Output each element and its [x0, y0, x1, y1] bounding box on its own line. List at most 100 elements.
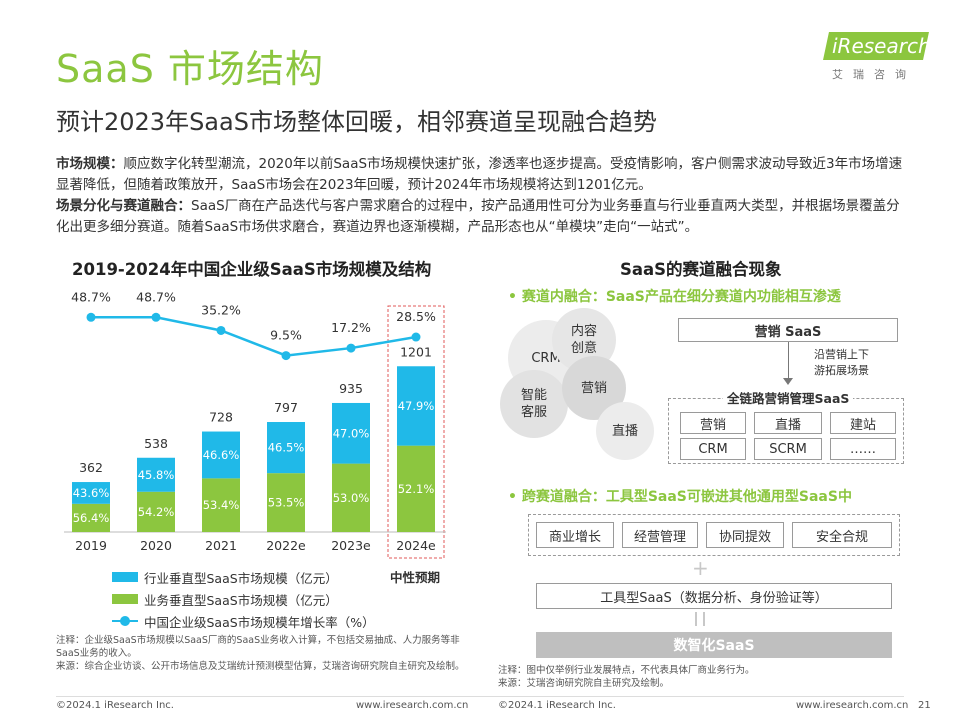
label-industry-share-2019: 43.6%	[73, 486, 110, 500]
label-business-share-2024e: 52.1%	[398, 482, 435, 496]
logo-text: iResearch	[832, 34, 931, 58]
general-item-operation: 经营管理	[622, 522, 698, 548]
chain-item-marketing: 营销	[680, 412, 746, 434]
legend-swatch-business	[112, 594, 138, 604]
bar-industry-2022e	[267, 422, 305, 474]
section-intra-track: • 赛道内融合：SaaS产品在细分赛道内功能相互渗透	[508, 289, 841, 305]
bar-business-2024e	[397, 445, 435, 532]
plus-icon: +	[692, 556, 709, 580]
bubble-service: 智能 客服	[500, 370, 568, 438]
label-industry-share-2023e: 47.0%	[333, 426, 370, 440]
page-subtitle: 预计2023年SaaS市场整体回暖，相邻赛道呈现融合趋势	[56, 108, 657, 136]
legend-item-industry: 行业垂直型SaaS市场规模（亿元）	[112, 566, 375, 588]
bar-industry-2020	[137, 457, 175, 492]
label-business-share-2021: 53.4%	[203, 498, 240, 512]
bar-business-2021	[202, 478, 240, 532]
growth-point-2019	[86, 312, 96, 322]
forecast-label: 中性预期	[390, 570, 441, 585]
left-notes: 注释：企业级SaaS市场规模以SaaS厂商的SaaS业务收入计算，不包括交易抽成…	[56, 634, 476, 673]
tick-label-2023e: 2023e	[331, 538, 371, 553]
bubble-marketing-label: 营销	[580, 380, 607, 396]
legend-item-growth: 中国企业级SaaS市场规模年增长率（%）	[112, 610, 375, 632]
intro-body-2: SaaS厂商在产品迭代与客户需求磨合的过程中，按产品通用性可分为业务垂直与行业垂…	[56, 198, 900, 235]
bar-business-2022e	[267, 473, 305, 532]
growth-label-2022e: 9.5%	[270, 328, 302, 343]
page-title: SaaS 市场结构	[56, 47, 324, 91]
intro-paragraph-1: 市场规模：顺应数字化转型潮流，2020年以前SaaS市场规模快速扩张，渗透率也逐…	[56, 154, 906, 196]
legend-swatch-growth	[112, 616, 138, 626]
bar-industry-2024e	[397, 366, 435, 446]
footer-url-right: www.iresearch.com.cn	[796, 700, 909, 711]
left-source-line: 来源：综合企业访谈、公开市场信息及艾瑞统计预测模型估算，艾瑞咨询研究院自主研究及…	[56, 661, 465, 672]
bar-business-2023e	[332, 463, 370, 532]
tick-label-2022e: 2022e	[266, 538, 306, 553]
bubble-crm-label: CRM	[531, 350, 561, 366]
label-industry-share-2021: 46.6%	[203, 448, 240, 462]
label-industry-share-2024e: 47.9%	[398, 399, 435, 413]
legend-swatch-industry	[112, 572, 138, 582]
chain-item-scrm: SCRM	[754, 438, 822, 460]
chain-item-more: ……	[830, 438, 896, 460]
label-industry-share-2022e: 46.5%	[268, 441, 305, 455]
growth-label-2020: 48.7%	[136, 289, 176, 304]
bar-industry-2023e	[332, 402, 370, 464]
growth-label-2024e: 28.5%	[396, 309, 436, 324]
tick-label-2019: 2019	[75, 538, 107, 553]
bubble-live: 直播	[596, 402, 654, 460]
bar-industry-2021	[202, 431, 240, 479]
label-business-share-2019: 56.4%	[73, 511, 110, 525]
growth-label-2019: 48.7%	[71, 289, 111, 304]
intro-label-1: 市场规模：	[56, 156, 124, 172]
intro-label-2: 场景分化与赛道融合：	[56, 198, 191, 214]
growth-label-2021: 35.2%	[201, 302, 241, 317]
label-total-2022e: 797	[274, 400, 298, 415]
tick-label-2021: 2021	[205, 538, 237, 553]
footer-copyright-left: ©2024.1 iResearch Inc.	[56, 700, 174, 711]
left-note-line: 注释：企业级SaaS市场规模以SaaS厂商的SaaS业务收入计算，不包括交易抽成…	[56, 635, 460, 659]
intro-text: 市场规模：顺应数字化转型潮流，2020年以前SaaS市场规模快速扩张，渗透率也逐…	[56, 154, 906, 238]
legend-label-industry: 行业垂直型SaaS市场规模（亿元）	[144, 570, 338, 586]
right-panel-title: SaaS的赛道融合现象	[620, 260, 782, 279]
bubble-service-label: 智能 客服	[520, 388, 547, 420]
marketing-saas-box: 营销 SaaS	[678, 318, 898, 342]
label-business-share-2022e: 53.5%	[268, 496, 305, 510]
right-note-line: 注释：图中仅举例行业发展特点，不代表具体厂商业务行为。	[498, 665, 755, 676]
page-number: 21	[918, 700, 931, 711]
tick-label-2024e: 2024e	[396, 538, 436, 553]
tick-label-2020: 2020	[140, 538, 172, 553]
bar-business-2020	[137, 491, 175, 532]
section-cross-track: • 跨赛道融合：工具型SaaS可嵌进其他通用型SaaS中	[508, 489, 852, 505]
chain-item-crm: CRM	[680, 438, 746, 460]
label-total-2021: 728	[209, 410, 233, 425]
legend-label-business: 业务垂直型SaaS市场规模（亿元）	[144, 592, 338, 608]
growth-point-2021	[216, 325, 226, 335]
bubble-live-label: 直播	[611, 423, 638, 439]
label-total-2024e: 1201	[400, 344, 432, 359]
growth-rate-line	[91, 316, 417, 357]
label-total-2019: 362	[79, 460, 103, 475]
chart-title: 2019-2024年中国企业级SaaS市场规模及结构	[72, 260, 432, 279]
expand-annotation: 沿营销上下 游拓展场景	[814, 348, 869, 377]
growth-point-2023e	[346, 343, 356, 353]
growth-label-2023e: 17.2%	[331, 320, 371, 335]
footer-url-left: www.iresearch.com.cn	[356, 700, 469, 711]
expand-arrow-head	[783, 378, 793, 385]
digital-saas-bar: 数智化SaaS	[536, 632, 892, 658]
forecast-highlight-box	[387, 305, 445, 559]
market-size-chart: 56.4% 43.6% 362 2019 54.2% 45.8% 538 2020 53.4% 4…	[64, 289, 446, 559]
bar-business-2019	[72, 503, 110, 532]
label-total-2023e: 935	[339, 381, 363, 396]
right-notes: 注释：图中仅举例行业发展特点，不代表具体厂商业务行为。 来源：艾瑞咨询研究院自主…	[498, 664, 918, 690]
general-item-growth: 商业增长	[536, 522, 614, 548]
growth-point-2020	[151, 312, 161, 322]
label-industry-share-2020: 45.8%	[138, 468, 175, 482]
label-business-share-2023e: 53.0%	[333, 491, 370, 505]
logo-subtext: 艾瑞咨询	[832, 68, 916, 81]
intro-paragraph-2: 场景分化与赛道融合：SaaS厂商在产品迭代与客户需求磨合的过程中，按产品通用性可…	[56, 196, 906, 238]
bar-industry-2019	[72, 482, 110, 504]
label-business-share-2020: 54.2%	[138, 505, 175, 519]
iresearch-logo: iResearch 艾瑞咨询	[823, 32, 931, 81]
chain-item-live: 直播	[754, 412, 822, 434]
equals-arrow-icon	[695, 612, 705, 626]
tool-saas-box: 工具型SaaS（数据分析、身份验证等）	[536, 583, 892, 609]
